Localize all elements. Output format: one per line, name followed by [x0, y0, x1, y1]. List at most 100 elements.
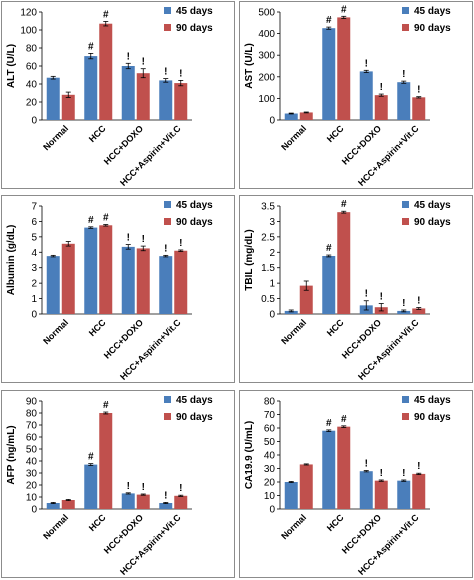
significance-mark: !: [127, 51, 130, 62]
y-tick-label: 80: [26, 44, 38, 55]
y-tick-label: 70: [26, 421, 38, 432]
bar: [136, 248, 150, 314]
bar: [412, 308, 426, 314]
y-tick-label: 7: [31, 202, 37, 213]
bar: [46, 256, 60, 314]
legend-label: 45 days: [414, 395, 451, 406]
bar: [174, 495, 188, 509]
y-tick-label: 20: [264, 478, 276, 489]
bar: [397, 480, 411, 509]
legend-swatch: [164, 218, 171, 225]
legend-label: 90 days: [414, 23, 451, 34]
bar: [337, 17, 351, 120]
significance-mark: !: [179, 483, 182, 494]
significance-mark: !: [380, 82, 383, 93]
significance-mark: #: [326, 243, 332, 254]
category-label: Normal: [41, 123, 70, 152]
y-tick-label: 1.5: [261, 263, 275, 274]
legend-label: 45 days: [414, 200, 451, 211]
legend-swatch: [402, 7, 409, 14]
chart-panel-tbil: 0 0.5 1 1.5 2 2.5 3 3.5 TBIL (mg/dL) Normal # # HCC!…: [239, 195, 473, 383]
significance-mark: !: [380, 468, 383, 479]
bar: [174, 83, 188, 120]
significance-mark: !: [127, 481, 130, 492]
legend-label: 45 days: [176, 200, 213, 211]
bar: [374, 480, 388, 509]
y-tick-label: 80: [26, 409, 38, 420]
bar: [159, 80, 173, 120]
y-tick-label: 40: [26, 80, 38, 91]
bar: [299, 112, 313, 120]
chart-panel-ca199: 0 10 20 30 40 50 60 70 80 CA19.9 (U/mL) Normal # # HC…: [239, 390, 473, 578]
y-axis-label: CA19.9 (U/mL): [244, 421, 255, 489]
y-tick-label: 120: [20, 8, 37, 19]
y-tick-label: 10: [264, 491, 276, 502]
y-axis-label: Albumin (g/dL): [6, 225, 17, 296]
y-tick-label: 100: [20, 26, 37, 37]
y-tick-label: 4: [31, 248, 37, 259]
legend-swatch: [164, 24, 171, 31]
significance-mark: !: [179, 238, 182, 249]
bar: [284, 310, 298, 314]
bar: [61, 94, 75, 120]
legend-label: 90 days: [414, 217, 451, 228]
category-label: Normal: [279, 512, 308, 541]
chart-panel-alt: 0 20 40 60 80 100 120 ALT (U/L) Normal # # HCC!! HCC…: [1, 1, 235, 189]
bar: [322, 255, 336, 314]
y-tick-label: 90: [26, 397, 38, 408]
significance-mark: #: [88, 452, 94, 463]
y-tick-label: 60: [26, 433, 38, 444]
y-tick-label: 6: [31, 217, 37, 228]
legend-label: 45 days: [414, 6, 451, 17]
bar: [322, 430, 336, 509]
significance-mark: !: [380, 292, 383, 303]
significance-mark: #: [341, 199, 347, 210]
bar: [299, 464, 313, 509]
bar: [299, 285, 313, 314]
bar: [337, 212, 351, 314]
significance-mark: !: [142, 234, 145, 245]
y-tick-label: 60: [264, 424, 276, 435]
bar: [84, 56, 98, 120]
significance-mark: !: [402, 69, 405, 80]
y-tick-label: 0.5: [261, 294, 275, 305]
y-axis-label: ALT (U/L): [6, 44, 17, 88]
y-tick-label: 3.5: [261, 202, 275, 213]
y-tick-label: 100: [258, 94, 275, 105]
y-tick-label: 3: [31, 263, 37, 274]
category-label: HCC: [87, 317, 108, 338]
bar: [46, 503, 60, 509]
category-label: HCC: [87, 123, 108, 144]
significance-mark: #: [88, 215, 94, 226]
legend-label: 90 days: [414, 412, 451, 423]
bar: [159, 256, 173, 314]
y-tick-label: 2: [269, 248, 275, 259]
bar: [374, 95, 388, 120]
legend-swatch: [402, 218, 409, 225]
bar: [359, 71, 373, 120]
y-tick-label: 0: [269, 505, 275, 516]
y-axis-label: AST (U/L): [244, 43, 255, 89]
y-tick-label: 1: [31, 294, 37, 305]
bar: [412, 97, 426, 120]
y-tick-label: 50: [264, 437, 276, 448]
legend-swatch: [164, 7, 171, 14]
chart-panel-ast: 0 100 200 300 400 500 AST (U/L) Normal # # HCC!! HC…: [239, 1, 473, 189]
y-tick-label: 2.5: [261, 232, 275, 243]
bar: [284, 113, 298, 120]
significance-mark: !: [142, 482, 145, 493]
y-tick-label: 30: [264, 464, 276, 475]
significance-mark: #: [103, 213, 109, 224]
bar: [397, 310, 411, 314]
category-label: HCC: [325, 123, 346, 144]
y-tick-label: 0: [269, 310, 275, 321]
y-tick-label: 50: [26, 445, 38, 456]
bar: [159, 503, 173, 509]
significance-mark: !: [164, 243, 167, 254]
bar: [136, 73, 150, 120]
y-tick-label: 3: [269, 217, 275, 228]
significance-mark: !: [417, 296, 420, 307]
bar: [412, 473, 426, 509]
significance-mark: !: [417, 461, 420, 472]
